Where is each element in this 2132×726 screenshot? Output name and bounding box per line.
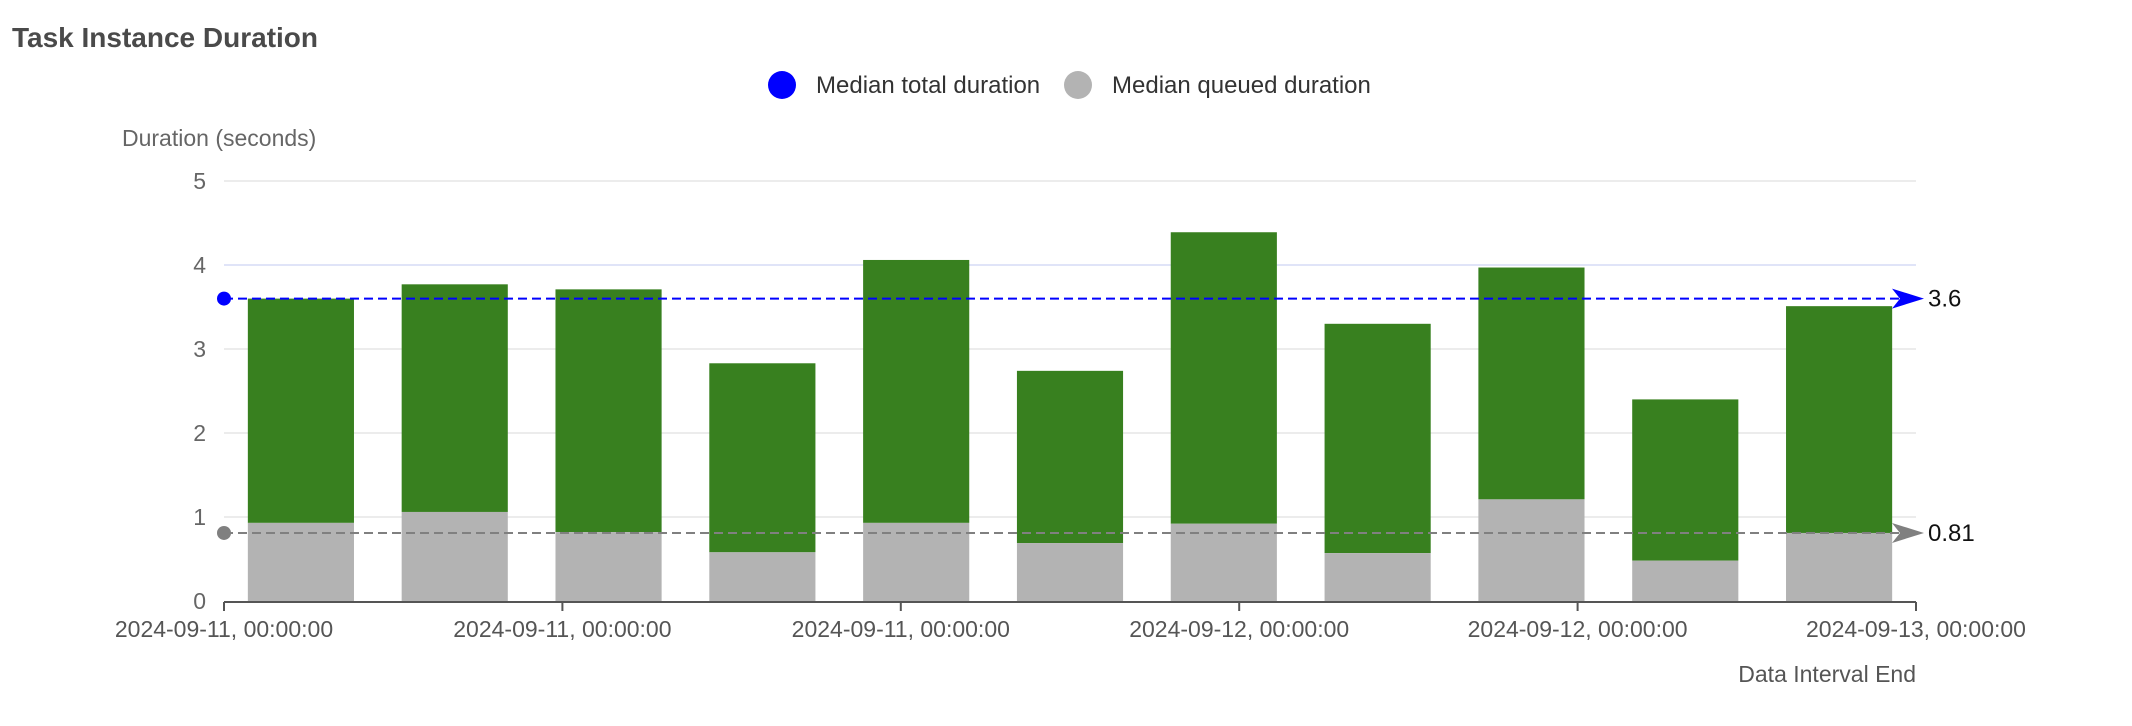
queued-duration-bar	[1478, 499, 1585, 601]
queued-duration-bar	[401, 511, 508, 601]
x-tick-label: 2024-09-12, 00:00:00	[1468, 616, 1688, 642]
median-total-dot	[217, 291, 231, 306]
run-duration-bar	[1170, 232, 1277, 524]
y-tick-label: 3	[193, 336, 206, 362]
run-duration-bar	[1324, 323, 1431, 554]
y-tick-label: 1	[193, 504, 206, 530]
median-queued-arrow	[1892, 522, 1924, 543]
run-duration-bar	[555, 289, 662, 533]
y-tick-label: 0	[193, 588, 206, 614]
legend-label: Median total duration	[816, 72, 1040, 99]
chart-title: Task Instance Duration	[12, 22, 319, 53]
run-duration-bar	[401, 284, 508, 512]
median-queued-label: 0.81	[1928, 520, 1975, 547]
queued-duration-bar	[1170, 523, 1277, 601]
queued-duration-bar	[1786, 532, 1893, 601]
y-axis-label: Duration (seconds)	[122, 125, 316, 151]
x-tick-label: 2024-09-12, 00:00:00	[1129, 616, 1349, 642]
y-tick-label: 5	[193, 168, 206, 194]
queued-duration-bar	[247, 522, 354, 601]
run-duration-bar	[1478, 267, 1585, 500]
median-total-label: 3.6	[1928, 286, 1961, 313]
x-tick-label: 2024-09-11, 00:00:00	[792, 616, 1010, 642]
legend-swatch	[1064, 71, 1092, 99]
y-tick-label: 4	[193, 252, 206, 278]
x-tick-label: 2024-09-13, 00:00:00	[1806, 616, 2026, 642]
x-tick-label: 2024-09-11, 00:00:00	[453, 616, 671, 642]
run-duration-bar	[1786, 306, 1893, 533]
queued-duration-bar	[709, 552, 816, 601]
median-queued-dot	[217, 525, 231, 540]
queued-duration-bar	[1632, 560, 1739, 601]
run-duration-bar	[247, 298, 354, 523]
y-tick-label: 2	[193, 420, 206, 446]
queued-duration-bar	[1016, 543, 1124, 601]
run-duration-bar	[709, 363, 816, 553]
legend-swatch	[768, 71, 796, 99]
x-tick-label: 2024-09-11, 00:00:00	[115, 616, 333, 642]
run-duration-bar	[1016, 370, 1124, 544]
run-duration-bar	[863, 259, 970, 523]
queued-duration-bar	[863, 522, 970, 601]
x-axis-label: Data Interval End	[1738, 661, 1916, 687]
queued-duration-bar	[555, 532, 662, 601]
run-duration-bar	[1632, 399, 1739, 561]
queued-duration-bar	[1324, 553, 1431, 601]
legend-label: Median queued duration	[1112, 72, 1371, 99]
median-total-arrow	[1892, 288, 1924, 309]
